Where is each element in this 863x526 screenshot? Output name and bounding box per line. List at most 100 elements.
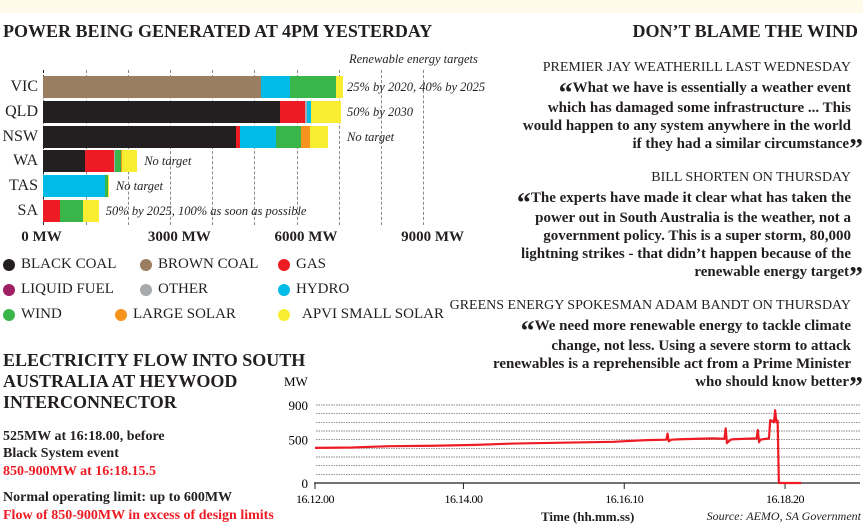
x-tick-label: 9000 MW — [401, 229, 465, 245]
legend-item-black_coal: BLACK COAL — [3, 256, 116, 273]
quotes-title: DON’T BLAME THE WIND — [632, 21, 858, 41]
open-quote-icon: “ — [516, 188, 531, 219]
bar-segment-apvi_small_solar — [311, 100, 341, 123]
row-label: QLD — [5, 102, 38, 120]
bar-segment-black_coal — [43, 150, 86, 173]
legend-swatch — [3, 258, 15, 271]
bar-segment-other — [304, 100, 307, 123]
bar-segment-other — [114, 150, 116, 173]
bar-segment-black_coal — [43, 125, 236, 148]
legend-label: GAS — [296, 256, 327, 272]
flow-title: ELECTRICITY FLOW INTO SOUTH AUSTRALIA AT… — [3, 350, 305, 413]
bar-segment-apvi_small_solar — [309, 125, 328, 148]
legend-swatch — [278, 258, 290, 271]
quote-line-text: if they had a similar circumstance — [632, 136, 849, 152]
legend-swatch — [140, 258, 152, 271]
quote-line-text: who should know better — [695, 374, 849, 390]
bar-segment-gas — [43, 200, 60, 222]
target-note: 25% by 2020, 40% by 2025 — [347, 80, 486, 94]
open-quote-icon: “ — [520, 316, 535, 347]
legend-label: WIND — [21, 306, 62, 322]
y-axis-label: MW — [284, 374, 309, 389]
note-excess: Flow of 850-900MW in excess of design li… — [3, 508, 274, 523]
legend-item-brown_coal: BROWN COAL — [140, 256, 258, 273]
quote-line-text: renewable energy target — [694, 264, 849, 280]
bar-segment-hydro — [260, 76, 290, 98]
bar-segment-hydro — [43, 175, 105, 198]
target-note: No target — [144, 154, 192, 169]
legend-label: BLACK COAL — [21, 256, 117, 272]
legend-item-hydro: HYDRO — [278, 281, 349, 298]
quote-line-text: We need more renewable energy to tackle … — [534, 318, 851, 334]
quote-speaker: PREMIER JAY WEATHERILL LAST WEDNESDAY — [542, 60, 851, 75]
quote-line-text: renewables is a reprehensible act from a… — [493, 356, 851, 372]
x-tick-label: 16.18.20 — [766, 492, 805, 506]
x-tick-label: 3000 MW — [147, 229, 211, 245]
gridline — [380, 70, 382, 225]
bar-segment-wind — [289, 76, 337, 98]
gridline — [338, 70, 340, 225]
bar-segment-gas — [235, 125, 240, 148]
legend-item-wind: WIND — [3, 306, 62, 323]
quote-line: who should know better” — [493, 373, 863, 402]
quote-line: renewables is a reprehensible act from a… — [493, 355, 851, 373]
note-black-system: Black System event — [3, 446, 119, 461]
line-chart: MW 0 500 900 16.12.00 16.14.00 16.16.10 16.18.2… — [284, 374, 860, 506]
x-tick-label: 16.12.00 — [296, 492, 335, 506]
x-tick-label: 16.16.10 — [605, 492, 644, 506]
x-tick-label: 0 MW — [21, 229, 62, 245]
quote-line-text: would happen to any system anywhere in t… — [522, 118, 851, 134]
legend-swatch — [3, 308, 15, 321]
bar-segment-apvi_small_solar — [82, 200, 99, 222]
y-tick-label: 500 — [289, 433, 309, 448]
legend-swatch — [140, 283, 152, 296]
row-label: TAS — [9, 177, 38, 195]
bar-chart-title: POWER BEING GENERATED AT 4PM YESTERDAY — [3, 21, 433, 41]
bar-segment-large_solar — [121, 150, 123, 173]
bar-segment-apvi_small_solar — [122, 150, 138, 173]
legend-item-liquid_fuel: LIQUID FUEL — [3, 281, 114, 298]
legend-label: LARGE SOLAR — [133, 306, 236, 322]
legend-swatch — [3, 283, 15, 296]
bar-chart: VIC 25% by 2020, 40% by 2025 QLD 50% by 203… — [0, 0, 500, 250]
row-label: VIC — [10, 78, 38, 95]
flow-title-line: INTERCONNECTOR — [3, 392, 177, 412]
flow-title-line: ELECTRICITY FLOW INTO SOUTH — [3, 350, 306, 370]
close-quote-icon: ” — [849, 262, 863, 293]
legend-swatch — [115, 308, 127, 321]
close-quote-icon: ” — [849, 134, 863, 165]
flow-line — [314, 409, 802, 485]
legend-item-apvi_small_solar: APVI SMALL SOLAR — [278, 306, 444, 323]
quote-line: “The experts have made it clear what has… — [517, 189, 851, 218]
close-quote-icon: ” — [849, 372, 863, 403]
legend-label: HYDRO — [296, 281, 350, 297]
bar-segment-large_solar — [300, 125, 310, 148]
target-note: No target — [347, 129, 395, 144]
quote-line-text: change, not less. Using a severe storm t… — [551, 338, 851, 354]
legend-label: APVI SMALL SOLAR — [302, 306, 444, 322]
quote-line: power out in South Australia is the weat… — [517, 209, 851, 227]
quote-speaker: GREENS ENERGY SPOKESMAN ADAM BANDT ON TH… — [449, 298, 851, 313]
row-label: SA — [17, 202, 38, 219]
legend-swatch — [278, 308, 290, 321]
open-quote-icon: “ — [558, 78, 573, 109]
note-peak: 850-900MW at 16:18.15.5 — [3, 464, 156, 479]
bar-segment-hydro — [239, 125, 276, 148]
legend-item-other: OTHER — [140, 281, 208, 298]
target-note: No target — [115, 179, 164, 194]
bar-segment-brown_coal — [43, 76, 261, 98]
quote-line-text: power out in South Australia is the weat… — [535, 210, 851, 226]
bar-segment-gas — [85, 150, 115, 173]
quote-line-text: government policy. This is a super storm… — [543, 228, 851, 244]
note-before: 525MW at 16:18.00, before — [3, 429, 165, 444]
bar-segment-wind — [115, 150, 122, 173]
row-label: WA — [13, 152, 38, 170]
bar-segment-black_coal — [43, 100, 280, 123]
bar-segment-wind — [275, 125, 301, 148]
quote-text: “The experts have made it clear what has… — [517, 189, 863, 292]
quote-line: if they had a similar circumstance” — [523, 135, 863, 164]
bar-segment-wind — [104, 175, 108, 198]
quote-line: which has damaged some infrastructure ..… — [523, 99, 851, 117]
quote-line: government policy. This is a super storm… — [517, 227, 851, 245]
quote-line: “What we have is essentially a weather e… — [523, 79, 851, 108]
